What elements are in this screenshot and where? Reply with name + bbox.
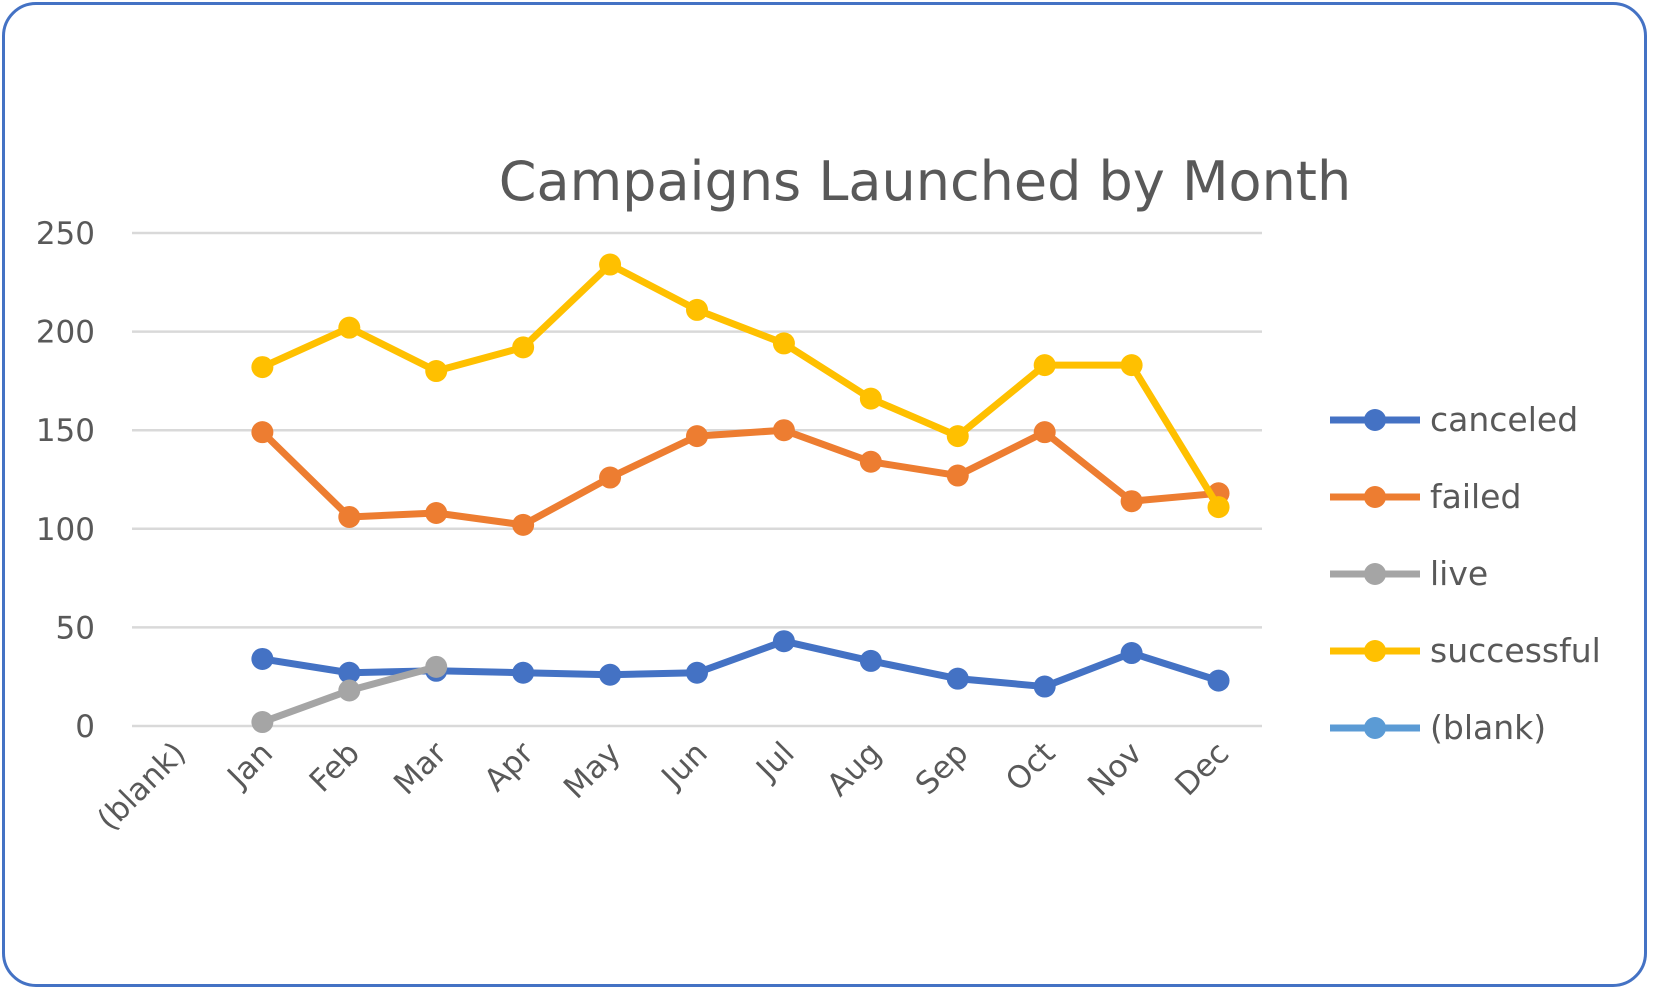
series-line (259, 426, 1219, 529)
data-point (946, 667, 969, 690)
data-point (338, 679, 361, 702)
y-tick-label: 0 (75, 709, 95, 745)
data-point (946, 425, 969, 448)
data-point (686, 425, 708, 448)
y-tick-label: 150 (36, 413, 95, 449)
legend-label: live (1430, 554, 1488, 593)
x-tick-label: Aug (820, 735, 888, 803)
data-point (686, 661, 708, 684)
x-tick-label: Dec (1168, 735, 1236, 803)
x-tick-label: Oct (999, 735, 1062, 798)
x-tick-label: Jul (748, 735, 801, 788)
data-point (512, 513, 535, 536)
series-failed (251, 419, 1230, 536)
series-successful (251, 253, 1230, 519)
data-point (251, 421, 274, 444)
legend-item: live (1330, 554, 1488, 593)
legend-swatch-marker (1364, 717, 1386, 739)
data-point (946, 464, 969, 487)
y-tick-label: 250 (36, 216, 95, 252)
x-tick-label: Feb (303, 735, 367, 799)
data-point (599, 663, 622, 686)
data-point (251, 711, 274, 734)
data-point (512, 336, 535, 359)
x-tick-label: May (557, 735, 628, 806)
x-tick-label: (blank) (91, 735, 194, 838)
data-point (251, 647, 274, 670)
data-point (772, 419, 795, 442)
x-tick-label: Jan (219, 735, 280, 796)
data-point (1120, 490, 1143, 513)
legend-item: canceled (1330, 400, 1578, 439)
data-point (859, 450, 882, 473)
legend-label: canceled (1430, 400, 1578, 439)
legend-item: successful (1330, 631, 1601, 670)
series-lines (251, 253, 1230, 734)
series-live (251, 655, 448, 734)
y-tick-label: 50 (56, 610, 95, 646)
series-canceled (251, 630, 1230, 698)
data-point (859, 649, 882, 672)
legend-label: successful (1430, 631, 1601, 670)
data-point (599, 253, 622, 276)
data-point (338, 505, 361, 528)
legend-swatch-marker (1364, 486, 1386, 508)
data-point (1033, 354, 1056, 377)
y-tick-label: 100 (36, 512, 95, 548)
x-axis-ticks: (blank) Jan Feb Mar Apr May Jun Jul Aug Sep Oct Nov… (91, 735, 1237, 838)
data-point (859, 387, 882, 410)
data-point (686, 298, 708, 321)
legend-label: failed (1430, 477, 1521, 516)
y-tick-label: 200 (36, 315, 95, 351)
data-point (1033, 675, 1056, 698)
legend-swatch-marker (1364, 563, 1386, 585)
x-tick-label: Sep (909, 735, 976, 802)
data-point (512, 661, 535, 684)
data-point (1207, 496, 1230, 519)
y-axis-ticks: 0 50 100 150 200 250 (36, 216, 95, 745)
data-point (1120, 354, 1143, 377)
data-point (251, 356, 274, 379)
legend: canceled failed live successful (blank) (1330, 400, 1601, 747)
x-tick-label: Apr (477, 735, 541, 799)
legend-label: (blank) (1430, 708, 1546, 747)
data-point (1120, 642, 1143, 665)
data-point (425, 655, 448, 678)
data-point (338, 316, 361, 339)
data-point (338, 661, 361, 684)
legend-item: failed (1330, 477, 1521, 516)
data-point (425, 502, 448, 525)
x-tick-label: Nov (1081, 735, 1149, 803)
series-line (260, 261, 1222, 509)
legend-item: (blank) (1330, 708, 1546, 747)
legend-swatch-marker (1364, 640, 1386, 662)
chart-title: Campaigns Launched by Month (499, 150, 1351, 213)
data-point (772, 630, 795, 653)
series-line (261, 637, 1220, 691)
data-point (425, 360, 448, 383)
legend-swatch-marker (1364, 409, 1386, 431)
data-point (1207, 669, 1230, 692)
x-tick-label: Jun (654, 735, 715, 796)
gridlines (132, 231, 1262, 728)
data-point (599, 466, 622, 489)
data-point (772, 332, 795, 355)
data-point (1033, 421, 1056, 444)
x-tick-label: Mar (387, 735, 454, 802)
